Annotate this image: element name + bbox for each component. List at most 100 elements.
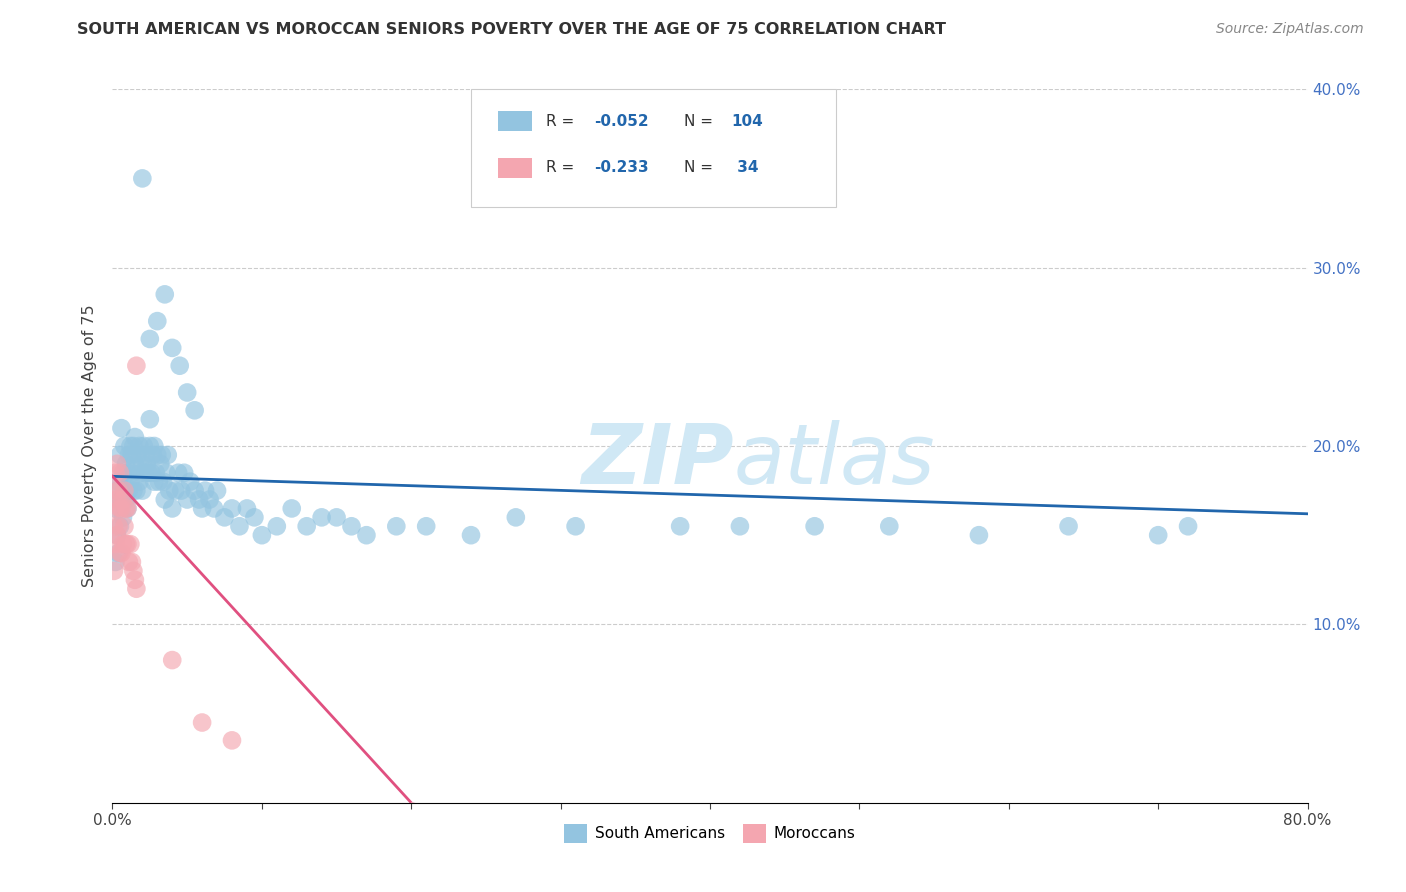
Point: [122, 483, 145, 498]
Point: [105, 528, 128, 542]
Point: [111, 510, 134, 524]
Point: [167, 466, 190, 480]
Point: [340, 519, 363, 533]
Point: [385, 519, 408, 533]
Point: [135, 457, 157, 471]
Text: -0.052: -0.052: [595, 114, 648, 128]
Point: [120, 475, 142, 489]
Point: [153, 287, 176, 301]
Point: [125, 359, 148, 373]
Point: [153, 492, 176, 507]
Text: R =: R =: [547, 161, 579, 175]
Point: [236, 501, 259, 516]
Point: [118, 483, 141, 498]
Point: [356, 528, 378, 542]
Point: [191, 501, 214, 516]
Point: [669, 519, 692, 533]
Text: Source: ZipAtlas.com: Source: ZipAtlas.com: [1216, 22, 1364, 37]
Point: [125, 582, 148, 596]
Point: [114, 483, 135, 498]
Point: [124, 430, 146, 444]
Point: [128, 475, 150, 489]
Point: [108, 448, 131, 462]
Point: [110, 501, 132, 516]
Point: [120, 537, 142, 551]
Point: [146, 448, 169, 462]
Point: [176, 385, 198, 400]
Point: [295, 519, 318, 533]
Point: [179, 475, 201, 489]
Point: [150, 448, 173, 462]
Point: [250, 528, 273, 542]
Point: [128, 439, 150, 453]
Point: [105, 492, 128, 507]
Point: [117, 466, 139, 480]
Point: [221, 733, 243, 747]
Point: [143, 475, 166, 489]
Point: [728, 519, 751, 533]
Point: [214, 510, 236, 524]
Point: [188, 492, 211, 507]
Point: [122, 439, 145, 453]
FancyBboxPatch shape: [471, 89, 835, 207]
Point: [122, 564, 145, 578]
Point: [243, 510, 266, 524]
Point: [803, 519, 825, 533]
Point: [114, 519, 135, 533]
Point: [194, 483, 217, 498]
Point: [221, 501, 243, 516]
Point: [110, 546, 132, 560]
Text: ZIP: ZIP: [581, 420, 734, 500]
Point: [967, 528, 990, 542]
Point: [183, 403, 205, 417]
Point: [162, 341, 183, 355]
Text: SOUTH AMERICAN VS MOROCCAN SENIORS POVERTY OVER THE AGE OF 75 CORRELATION CHART: SOUTH AMERICAN VS MOROCCAN SENIORS POVER…: [77, 22, 946, 37]
Point: [460, 528, 482, 542]
Point: [205, 483, 228, 498]
Point: [125, 483, 148, 498]
Point: [115, 501, 138, 516]
Point: [145, 466, 167, 480]
Point: [132, 439, 155, 453]
Point: [311, 510, 333, 524]
Point: [879, 519, 901, 533]
Text: 34: 34: [731, 161, 758, 175]
Point: [1177, 519, 1199, 533]
Y-axis label: Seniors Poverty Over the Age of 75: Seniors Poverty Over the Age of 75: [82, 305, 97, 587]
Point: [134, 466, 156, 480]
Point: [134, 448, 156, 462]
Point: [148, 475, 170, 489]
Point: [139, 332, 162, 346]
Point: [111, 537, 134, 551]
Point: [108, 519, 131, 533]
Point: [103, 564, 125, 578]
Point: [131, 171, 153, 186]
Point: [108, 466, 131, 480]
Point: [105, 483, 128, 498]
Point: [104, 501, 127, 516]
Text: R =: R =: [547, 114, 579, 128]
Point: [415, 519, 437, 533]
Point: [115, 537, 138, 551]
Point: [120, 439, 142, 453]
Point: [191, 715, 214, 730]
Point: [162, 501, 183, 516]
Point: [156, 448, 179, 462]
Point: [142, 448, 165, 462]
Point: [138, 466, 160, 480]
Point: [118, 555, 141, 569]
Point: [104, 466, 127, 480]
Point: [169, 359, 191, 373]
Text: N =: N =: [683, 161, 717, 175]
Point: [115, 457, 138, 471]
Point: [155, 466, 177, 480]
Point: [104, 501, 127, 516]
Point: [131, 483, 153, 498]
Point: [183, 483, 205, 498]
Point: [107, 519, 129, 533]
Point: [129, 466, 152, 480]
Point: [1057, 519, 1080, 533]
Legend: South Americans, Moroccans: South Americans, Moroccans: [558, 818, 862, 848]
FancyBboxPatch shape: [499, 112, 531, 131]
Point: [111, 492, 134, 507]
